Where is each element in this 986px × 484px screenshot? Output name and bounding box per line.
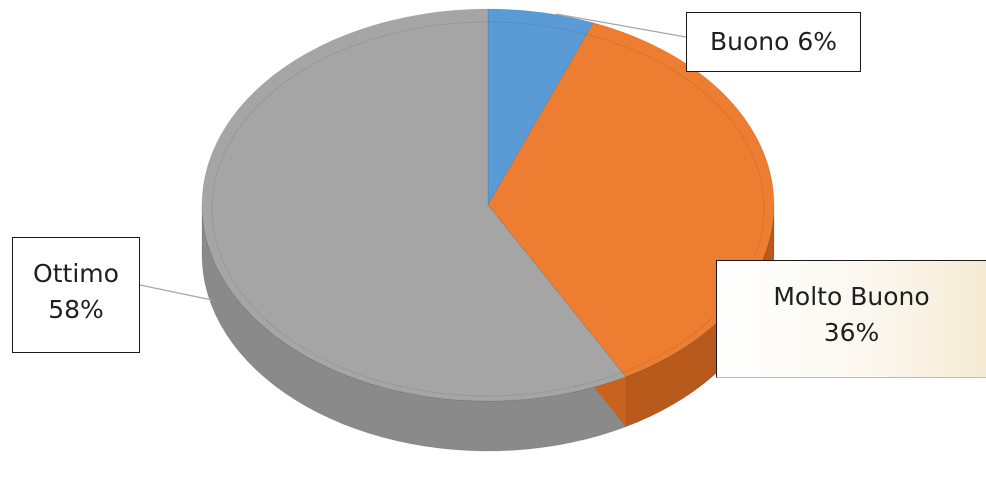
pie-slices — [201, 8, 775, 402]
pie-slice-molto-buono — [487, 22, 775, 378]
data-label-ottimo: Ottimo 58% — [12, 237, 140, 353]
pie-slice-buono — [487, 8, 594, 207]
data-label-ottimo-value: 58% — [48, 295, 104, 324]
pie-bevel-ring — [211, 21, 765, 397]
data-label-buono-text: Buono 6% — [709, 27, 838, 56]
data-label-molto-buono-name: Molto Buono — [773, 282, 930, 311]
data-label-buono: Buono 6% — [686, 12, 861, 72]
data-label-molto-buono: Molto Buono 36% — [716, 260, 986, 378]
pie-slice-ottimo — [201, 8, 627, 402]
data-label-ottimo-name: Ottimo — [33, 259, 119, 288]
leader-line-buono — [555, 13, 687, 38]
data-label-molto-buono-value: 36% — [823, 318, 880, 347]
leader-line-ottimo — [139, 284, 213, 301]
leader-lines — [139, 13, 687, 301]
